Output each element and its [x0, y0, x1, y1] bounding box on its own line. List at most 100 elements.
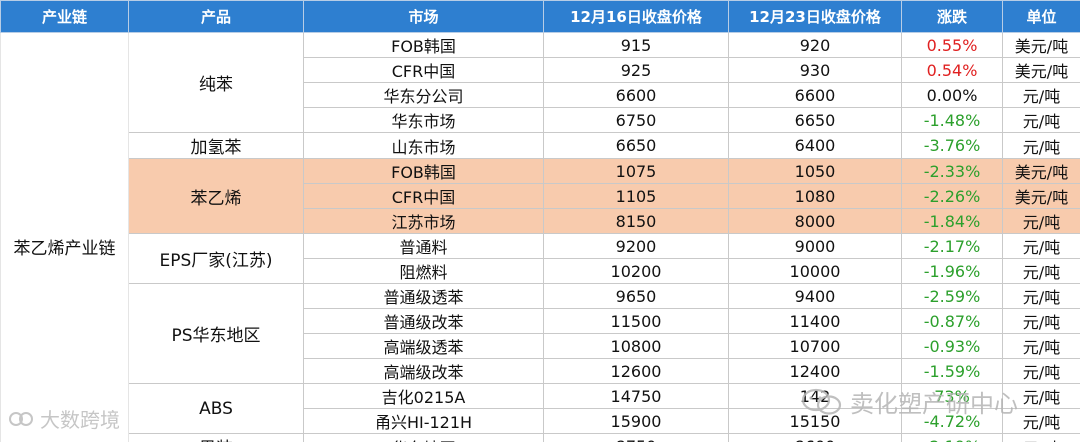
cell-price-dec16[interactable]: 15900: [543, 408, 729, 434]
cell-change[interactable]: -2.33%: [901, 158, 1003, 184]
cell-market[interactable]: 甬兴HI-121H: [303, 408, 544, 434]
cell-unit[interactable]: 元/吨: [1002, 82, 1080, 108]
cell-price-dec23[interactable]: 6400: [728, 132, 902, 159]
cell-price-dec23[interactable]: 930: [728, 57, 902, 83]
cell-market[interactable]: 华东市场: [303, 107, 544, 133]
cell-price-dec16[interactable]: 1105: [543, 183, 729, 209]
cell-unit[interactable]: 美元/吨: [1002, 158, 1080, 184]
cell-unit[interactable]: 元/吨: [1002, 208, 1080, 234]
cell-unit[interactable]: 元/吨: [1002, 107, 1080, 133]
cell-unit[interactable]: 元/吨: [1002, 283, 1080, 309]
cell-price-dec23[interactable]: 1050: [728, 158, 902, 184]
cell-market[interactable]: 江苏市场: [303, 208, 544, 234]
cell-price-dec16[interactable]: 12600: [543, 358, 729, 384]
cell-price-dec16[interactable]: 6600: [543, 82, 729, 108]
cell-change[interactable]: -0.87%: [901, 308, 1003, 334]
header-change[interactable]: 涨跌: [901, 0, 1003, 33]
header-price-dec16[interactable]: 12月16日收盘价格: [543, 0, 729, 33]
cell-unit[interactable]: 元/吨: [1002, 233, 1080, 259]
cell-product[interactable]: 男装: [128, 433, 304, 442]
cell-change[interactable]: -3.76%: [901, 132, 1003, 159]
header-unit[interactable]: 单位: [1002, 0, 1080, 33]
cell-price-dec16[interactable]: 11500: [543, 308, 729, 334]
cell-price-dec23[interactable]: 6650: [728, 107, 902, 133]
cell-product[interactable]: EPS厂家(江苏): [128, 233, 304, 284]
header-product[interactable]: 产品: [128, 0, 304, 33]
cell-change[interactable]: 73%: [901, 383, 1003, 409]
cell-market[interactable]: 普通级透苯: [303, 283, 544, 309]
cell-change[interactable]: -2.59%: [901, 283, 1003, 309]
cell-change[interactable]: -1.84%: [901, 208, 1003, 234]
cell-change[interactable]: -2.17%: [901, 233, 1003, 259]
cell-price-dec16[interactable]: 9650: [543, 283, 729, 309]
cell-unit[interactable]: 元/吨: [1002, 308, 1080, 334]
cell-price-dec16[interactable]: 9200: [543, 233, 729, 259]
cell-market[interactable]: 普通级改苯: [303, 308, 544, 334]
cell-unit[interactable]: 美元/吨: [1002, 57, 1080, 83]
cell-change[interactable]: -2.19%: [901, 433, 1003, 442]
header-market[interactable]: 市场: [303, 0, 544, 33]
cell-product[interactable]: 纯苯: [128, 32, 304, 133]
cell-price-dec23[interactable]: 15150: [728, 408, 902, 434]
cell-change[interactable]: 0.00%: [901, 82, 1003, 108]
cell-unit[interactable]: 元/吨: [1002, 333, 1080, 359]
cell-unit[interactable]: 元/吨: [1002, 408, 1080, 434]
cell-product[interactable]: 苯乙烯: [128, 158, 304, 234]
cell-price-dec23[interactable]: 9400: [728, 283, 902, 309]
header-price-dec23[interactable]: 12月23日收盘价格: [728, 0, 902, 33]
cell-price-dec16[interactable]: 8150: [543, 208, 729, 234]
cell-market[interactable]: 华东地区: [303, 433, 544, 442]
cell-market[interactable]: FOB韩国: [303, 158, 544, 184]
cell-market[interactable]: 华东分公司: [303, 82, 544, 108]
cell-price-dec23[interactable]: 8000: [728, 208, 902, 234]
cell-price-dec23[interactable]: 8600: [728, 433, 902, 442]
cell-market[interactable]: 普通料: [303, 233, 544, 259]
cell-change[interactable]: -0.93%: [901, 333, 1003, 359]
cell-unit[interactable]: 元/吨: [1002, 433, 1080, 442]
cell-unit[interactable]: 美元/吨: [1002, 183, 1080, 209]
cell-change[interactable]: 0.54%: [901, 57, 1003, 83]
cell-change[interactable]: -1.59%: [901, 358, 1003, 384]
cell-price-dec16[interactable]: 6750: [543, 107, 729, 133]
cell-price-dec23[interactable]: 11400: [728, 308, 902, 334]
cell-product[interactable]: 加氢苯: [128, 132, 304, 159]
cell-product[interactable]: ABS: [128, 383, 304, 434]
table-row: 华东市场 6750 6650 -1.48% 元/吨: [1, 107, 1080, 133]
cell-market[interactable]: 阻燃料: [303, 258, 544, 284]
cell-price-dec23[interactable]: 6600: [728, 82, 902, 108]
cell-market[interactable]: CFR中国: [303, 183, 544, 209]
cell-market[interactable]: CFR中国: [303, 57, 544, 83]
cell-chain[interactable]: 苯乙烯产业链: [0, 32, 129, 442]
cell-price-dec16[interactable]: 14750: [543, 383, 729, 409]
table-row: 江苏市场 8150 8000 -1.84% 元/吨: [1, 208, 1080, 234]
cell-market[interactable]: 山东市场: [303, 132, 544, 159]
cell-price-dec16[interactable]: 925: [543, 57, 729, 83]
cell-unit[interactable]: 元/吨: [1002, 358, 1080, 384]
cell-market[interactable]: 吉化0215A: [303, 383, 544, 409]
cell-change[interactable]: 0.55%: [901, 32, 1003, 58]
cell-price-dec16[interactable]: 8750: [543, 433, 729, 442]
cell-market[interactable]: 高端级透苯: [303, 333, 544, 359]
cell-price-dec23[interactable]: 12400: [728, 358, 902, 384]
cell-price-dec16[interactable]: 915: [543, 32, 729, 58]
cell-market[interactable]: 高端级改苯: [303, 358, 544, 384]
cell-price-dec16[interactable]: 6650: [543, 132, 729, 159]
cell-price-dec16[interactable]: 10800: [543, 333, 729, 359]
cell-price-dec23[interactable]: 10700: [728, 333, 902, 359]
cell-change[interactable]: -1.48%: [901, 107, 1003, 133]
table-row: 华东分公司 6600 6600 0.00% 元/吨: [1, 82, 1080, 108]
cell-price-dec23[interactable]: 920: [728, 32, 902, 58]
cell-price-dec16[interactable]: 1075: [543, 158, 729, 184]
cell-change[interactable]: -1.96%: [901, 258, 1003, 284]
cell-price-dec23[interactable]: 1080: [728, 183, 902, 209]
cell-change[interactable]: -2.26%: [901, 183, 1003, 209]
header-chain[interactable]: 产业链: [0, 0, 129, 33]
cell-price-dec23[interactable]: 10000: [728, 258, 902, 284]
cell-unit[interactable]: 元/吨: [1002, 132, 1080, 159]
cell-unit[interactable]: 美元/吨: [1002, 32, 1080, 58]
cell-price-dec23[interactable]: 9000: [728, 233, 902, 259]
cell-price-dec16[interactable]: 10200: [543, 258, 729, 284]
cell-product[interactable]: PS华东地区: [128, 283, 304, 384]
cell-unit[interactable]: 元/吨: [1002, 258, 1080, 284]
cell-market[interactable]: FOB韩国: [303, 32, 544, 58]
